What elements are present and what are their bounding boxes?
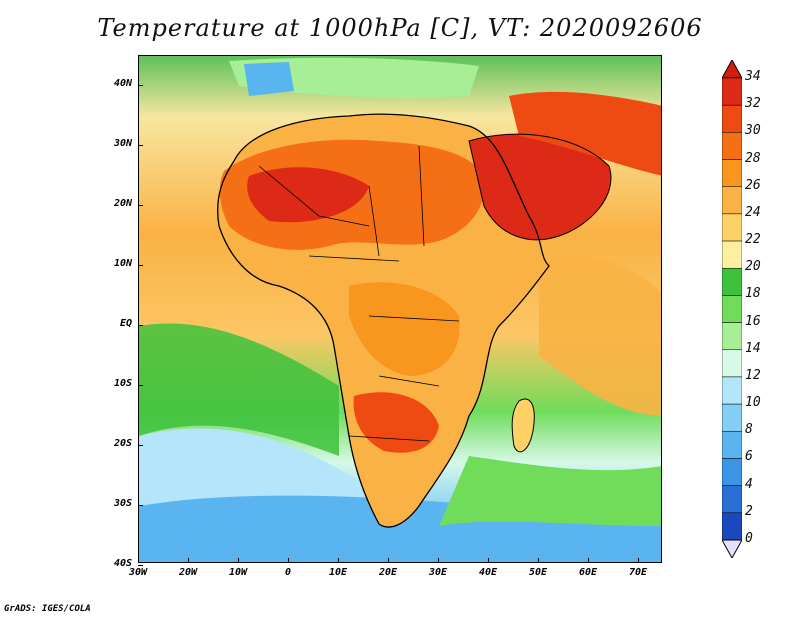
iberia-blue [244,62,294,96]
lat-tick-mark [138,565,143,566]
lon-tick-label: 30W [128,567,148,578]
colorbar-label: 26 [745,177,761,193]
colorbar-segment [722,349,742,378]
lon-tick-mark [538,558,539,563]
colorbar-label: 4 [745,476,753,492]
lat-tick-label: 30N [113,138,132,149]
madagascar [511,398,535,453]
colorbar-segment [722,159,742,187]
arabia-coastline [468,133,612,241]
colorbar-label: 32 [745,96,761,112]
lat-tick-label: 20S [113,438,132,449]
colorbar-label: 28 [745,150,761,166]
lon-tick-mark [438,558,439,563]
lon-tick-mark [338,558,339,563]
colorbar-segment [722,295,742,323]
africa-coastline [217,113,550,528]
lon-tick-label: 10E [328,567,348,578]
colorbar-bottom-arrow [722,539,742,558]
lat-tick-mark [138,85,143,86]
colorbar-segment [722,186,742,215]
colorbar-segment [722,132,742,160]
lat-tick-mark [138,445,143,446]
lon-tick-mark [638,558,639,563]
footer-credit: GrADS: IGES/COLA [4,604,91,614]
lat-tick-mark [138,505,143,506]
lat-tick-mark [138,145,143,146]
lon-tick-mark [138,558,139,563]
colorbar-segment [722,431,742,459]
colorbar-label: 10 [745,395,761,411]
lat-tick-mark [138,205,143,206]
lat-tick-label: 10N [113,258,132,269]
colorbar-segment [722,322,742,351]
lon-tick-mark [488,558,489,563]
colorbar-label: 30 [745,123,761,139]
lon-tick-mark [288,558,289,563]
lon-tick-label: 0 [284,567,292,578]
colorbar-top-arrow [722,60,742,79]
colorbar-segment [722,485,742,514]
colorbar-label: 14 [745,340,761,356]
colorbar-label: 12 [745,367,761,383]
lon-tick-label: 70E [628,567,648,578]
temperature-map [138,55,662,563]
country-borders [258,145,460,442]
indian-ocean-warm [539,254,661,416]
lat-tick-label: 10S [113,378,132,389]
lat-tick-mark [138,265,143,266]
colorbar-label: 22 [745,232,761,248]
lat-tick-label: 20N [113,198,132,209]
colorbar-segment [722,403,742,432]
colorbar-label: 24 [745,204,761,220]
colorbar-label: 16 [745,313,761,329]
colorbar-segment [722,213,742,242]
lat-tick-mark [138,325,143,326]
lat-tick-label: 40N [113,78,132,89]
lon-tick-mark [388,558,389,563]
lon-tick-label: 20E [378,567,398,578]
lat-tick-label: 30S [113,498,132,509]
lon-tick-mark [238,558,239,563]
lon-tick-mark [188,558,189,563]
arabia-hot [469,134,611,240]
colorbar-segment [722,77,742,106]
lon-tick-label: 20W [178,567,198,578]
colorbar-label: 18 [745,286,761,302]
lon-tick-label: 50E [528,567,548,578]
lon-tick-label: 60E [578,567,598,578]
lat-tick-label: EQ [119,318,132,329]
lat-tick-label: 40S [113,558,132,569]
colorbar-segment [722,512,742,541]
colorbar-segment [722,267,742,296]
middle-east-hot [509,91,661,176]
lon-tick-mark [588,558,589,563]
colorbar-segment [722,240,742,269]
colorbar-label: 20 [745,259,761,275]
colorbar [722,60,742,558]
colorbar-label: 34 [745,69,761,84]
colorbar-segment [722,376,742,405]
sahara-core [247,167,369,223]
lon-tick-label: 40E [478,567,498,578]
colorbar-label: 0 [745,531,753,546]
lat-tick-mark [138,385,143,386]
central-africa [349,282,460,376]
indian-ocean-green [439,456,661,526]
lon-tick-label: 10W [228,567,248,578]
colorbar-segment [722,104,742,133]
colorbar-label: 8 [745,422,753,438]
lon-tick-label: 30E [428,567,448,578]
colorbar-label: 2 [745,503,753,519]
chart-title: Temperature at 1000hPa [C], VT: 20200926… [97,14,703,42]
atlantic-green-band [139,323,339,456]
colorbar-label: 6 [745,449,753,465]
colorbar-segment [722,458,742,486]
